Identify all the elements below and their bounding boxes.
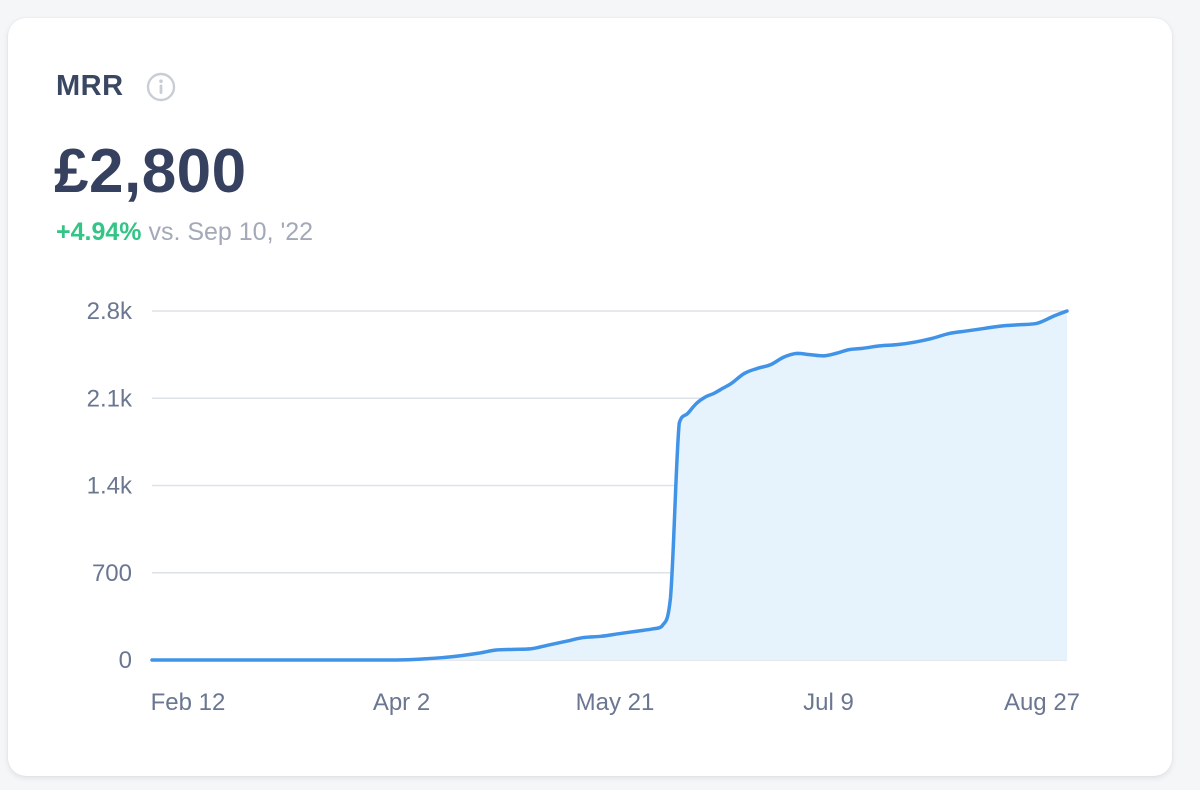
mrr-area-chart: 0 700 1.4k 2.1k 2.8k Feb 12 Apr 2 May 21 Jul 9 Au… (87, 298, 1080, 716)
metric-header: MRR (56, 70, 176, 103)
y-tick-label: 2.8k (87, 298, 133, 325)
y-tick-label: 1.4k (87, 473, 133, 500)
mrr-card: MRR £2,800 +4.94% vs. Sep 10, '22 0 700 1.… (8, 18, 1172, 776)
change-percentage: +4.94% (56, 218, 142, 246)
info-icon[interactable] (146, 72, 176, 102)
series-line (150, 309, 1069, 662)
y-tick-label: 700 (92, 560, 132, 587)
metric-title: MRR (56, 70, 124, 102)
series-area-fill (152, 311, 1067, 660)
y-tick-label: 2.1k (87, 385, 133, 412)
y-tick-label: 0 (119, 647, 132, 674)
change-comparison: vs. Sep 10, '22 (148, 218, 314, 246)
x-tick-label: Jul 9 (803, 689, 854, 716)
metric-value: £2,800 (54, 137, 247, 206)
x-tick-label: Apr 2 (373, 689, 430, 716)
metric-change: +4.94% vs. Sep 10, '22 (56, 218, 313, 247)
x-tick-label: May 21 (576, 689, 655, 716)
x-tick-label: Aug 27 (1004, 689, 1080, 716)
x-tick-label: Feb 12 (151, 689, 226, 716)
